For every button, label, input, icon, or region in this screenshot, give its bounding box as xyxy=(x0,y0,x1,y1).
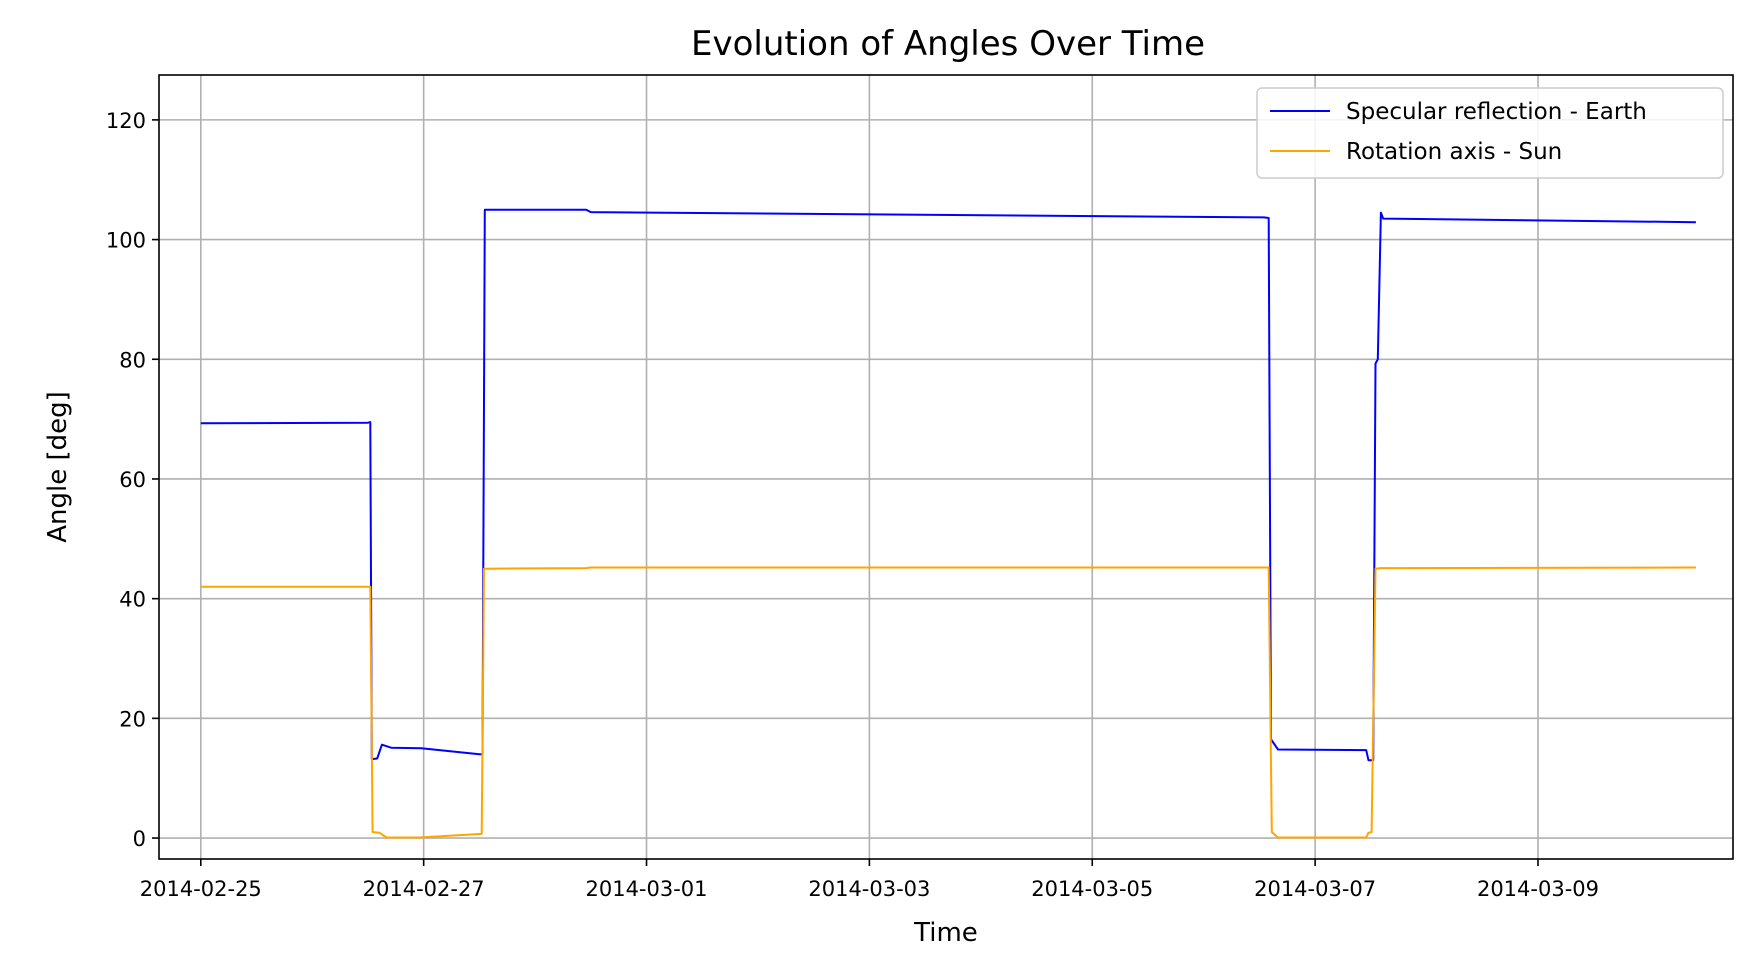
series-line-rotation-axis-sun xyxy=(200,566,1696,839)
x-tick-layer: 2014-02-25 2014-02-27 2014-03-01 2014-03-03… xyxy=(140,859,1599,901)
y-axis-title: Angle [deg] xyxy=(43,391,73,543)
y-tick-label: 0 xyxy=(133,827,146,851)
x-tick-label: 2014-02-25 xyxy=(140,877,262,901)
legend: Specular reflection - Earth Rotation axi… xyxy=(1256,87,1724,179)
legend-label-rotation: Rotation axis - Sun xyxy=(1346,139,1562,165)
series-line-specular-reflection-earth xyxy=(200,208,1696,762)
y-tick-label: 60 xyxy=(119,468,146,492)
x-tick-label: 2014-03-07 xyxy=(1254,877,1376,901)
x-axis-title: Time xyxy=(913,918,978,948)
x-tick-label: 2014-03-01 xyxy=(585,877,707,901)
y-tick-label: 40 xyxy=(119,588,146,612)
y-tick-label: 80 xyxy=(119,348,146,372)
x-tick-label: 2014-03-03 xyxy=(808,877,930,901)
x-tick-label: 2014-03-09 xyxy=(1477,877,1599,901)
series-layer xyxy=(200,208,1696,839)
legend-label-specular: Specular reflection - Earth xyxy=(1346,99,1647,125)
y-tick-layer: 0 20 40 60 80 100 120 xyxy=(106,109,159,851)
x-tick-label: 2014-02-27 xyxy=(363,877,485,901)
y-tick-label: 20 xyxy=(119,707,146,731)
y-tick-label: 120 xyxy=(106,109,146,133)
x-tick-label: 2014-03-05 xyxy=(1031,877,1153,901)
legend-box xyxy=(1256,87,1724,179)
plot-frame xyxy=(158,74,1734,860)
chart-title: Evolution of Angles Over Time xyxy=(691,24,1205,64)
y-tick-label: 100 xyxy=(106,229,146,253)
